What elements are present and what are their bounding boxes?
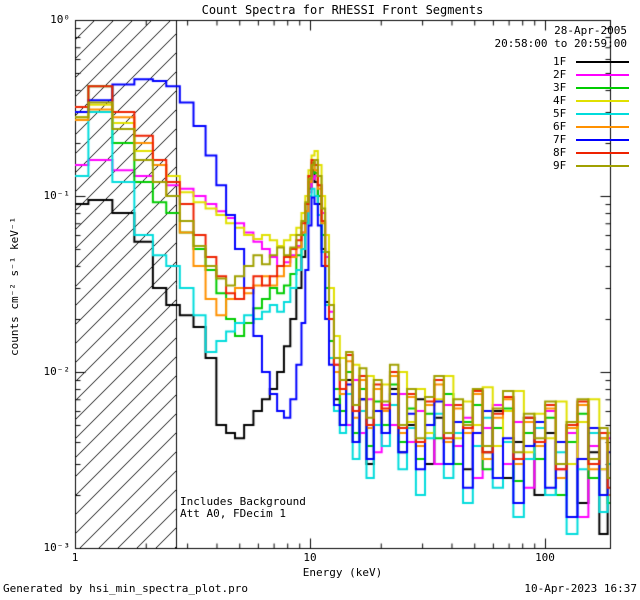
legend-label: 2F [553,68,567,81]
legend-item-1f: 1F [553,55,629,68]
plot-title: Count Spectra for RHESSI Front Segments [201,3,484,17]
legend-label: 6F [553,120,567,133]
legend-label: 3F [553,81,567,94]
x-tick-label: 10 [303,551,317,564]
x-axis-label: Energy (keV) [302,566,383,579]
legend-item-4f: 4F [553,94,629,107]
legend-swatch [576,99,629,102]
x-tick-label: 1 [71,551,79,564]
footer-generator: Generated by hsi_min_spectra_plot.pro [3,582,249,595]
y-axis-label: counts cm⁻² s⁻¹ keV⁻¹ [8,216,21,356]
legend-label: 8F [553,146,567,159]
legend-item-5f: 5F [553,107,629,120]
y-tick-label: 10⁰ [50,13,70,26]
observation-time-range: 20:58:00 to 20:59:00 [494,37,627,50]
legend-label: 1F [553,55,567,68]
legend-swatch [576,73,629,76]
legend: 1F 2F 3F 4F 5F 6F 7F 8F 9F [553,55,629,172]
legend-label: 4F [553,94,567,107]
legend-item-3f: 3F [553,81,629,94]
legend-item-7f: 7F [553,133,629,146]
legend-swatch [576,125,629,128]
legend-swatch [576,138,629,141]
x-tick-label: 100 [535,551,555,564]
annotation-includes-background: Includes Background [180,495,306,508]
legend-swatch [576,112,629,115]
observation-date: 28-Apr-2005 [554,24,627,37]
legend-item-2f: 2F [553,68,629,81]
annotation-attenuator-state: Att A0, FDecim 1 [180,507,286,520]
legend-swatch [576,60,629,63]
legend-label: 7F [553,133,567,146]
y-tick-label: 10⁻² [43,365,71,378]
footer-render-timestamp: 10-Apr-2023 16:37 [524,582,637,595]
legend-label: 9F [553,159,567,172]
y-tick-label: 10⁻¹ [43,189,71,202]
legend-swatch [576,86,629,89]
legend-item-8f: 8F [553,146,629,159]
legend-swatch [576,151,629,154]
y-tick-label: 10⁻³ [43,541,71,554]
legend-item-9f: 9F [553,159,629,172]
legend-swatch [576,164,629,167]
legend-item-6f: 6F [553,120,629,133]
legend-label: 5F [553,107,567,120]
